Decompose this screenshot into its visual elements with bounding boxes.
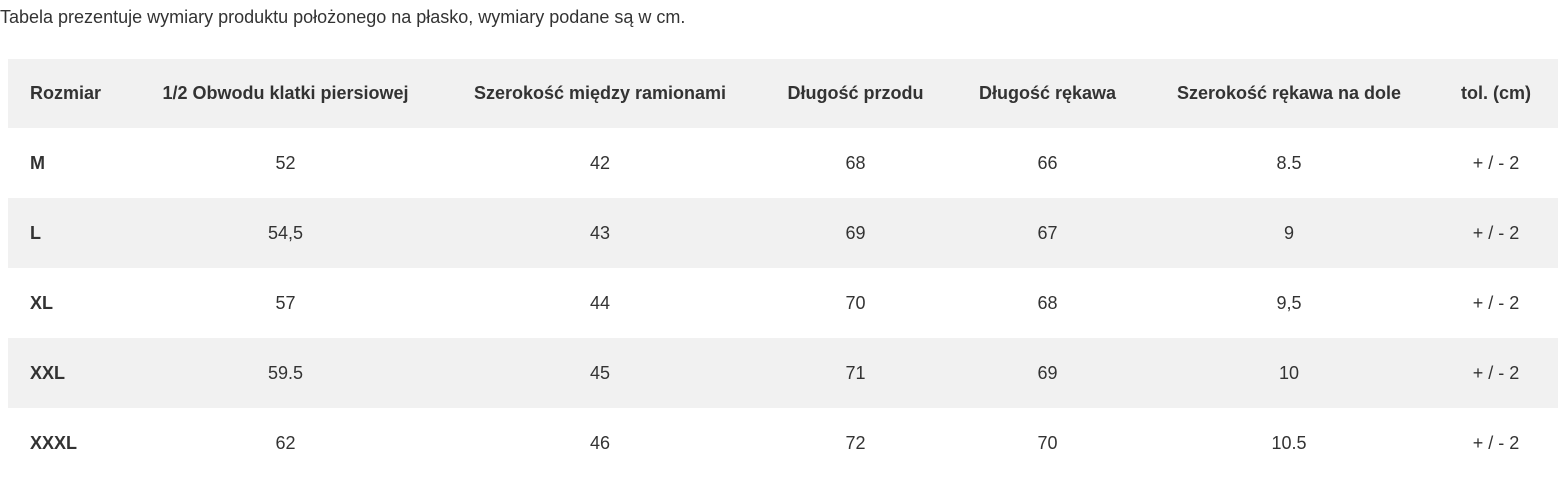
table-header-row: Rozmiar 1/2 Obwodu klatki piersiowej Sze… bbox=[8, 59, 1558, 128]
cell-chest-half: 54,5 bbox=[131, 198, 440, 268]
cell-tolerance: + / - 2 bbox=[1434, 128, 1558, 198]
cell-front-length: 70 bbox=[760, 268, 951, 338]
cell-size: M bbox=[8, 128, 131, 198]
cell-sleeve-bottom-width: 8.5 bbox=[1144, 128, 1434, 198]
cell-size: XL bbox=[8, 268, 131, 338]
cell-sleeve-length: 68 bbox=[951, 268, 1144, 338]
table-row: M 52 42 68 66 8.5 + / - 2 bbox=[8, 128, 1558, 198]
cell-size: XXXL bbox=[8, 408, 131, 478]
header-sleeve-length: Długość rękawa bbox=[951, 59, 1144, 128]
cell-shoulder-width: 46 bbox=[440, 408, 760, 478]
cell-chest-half: 52 bbox=[131, 128, 440, 198]
table-row: XXXL 62 46 72 70 10.5 + / - 2 bbox=[8, 408, 1558, 478]
cell-front-length: 71 bbox=[760, 338, 951, 408]
table-row: L 54,5 43 69 67 9 + / - 2 bbox=[8, 198, 1558, 268]
cell-front-length: 69 bbox=[760, 198, 951, 268]
cell-tolerance: + / - 2 bbox=[1434, 198, 1558, 268]
cell-shoulder-width: 42 bbox=[440, 128, 760, 198]
cell-sleeve-length: 67 bbox=[951, 198, 1144, 268]
cell-sleeve-length: 70 bbox=[951, 408, 1144, 478]
cell-chest-half: 59.5 bbox=[131, 338, 440, 408]
table-row: XXL 59.5 45 71 69 10 + / - 2 bbox=[8, 338, 1558, 408]
header-size: Rozmiar bbox=[8, 59, 131, 128]
header-chest-half: 1/2 Obwodu klatki piersiowej bbox=[131, 59, 440, 128]
table-description: Tabela prezentuje wymiary produktu położ… bbox=[0, 7, 686, 27]
cell-front-length: 72 bbox=[760, 408, 951, 478]
cell-shoulder-width: 45 bbox=[440, 338, 760, 408]
cell-tolerance: + / - 2 bbox=[1434, 268, 1558, 338]
cell-tolerance: + / - 2 bbox=[1434, 338, 1558, 408]
cell-sleeve-length: 69 bbox=[951, 338, 1144, 408]
cell-chest-half: 57 bbox=[131, 268, 440, 338]
cell-size: L bbox=[8, 198, 131, 268]
cell-sleeve-bottom-width: 9,5 bbox=[1144, 268, 1434, 338]
cell-chest-half: 62 bbox=[131, 408, 440, 478]
header-shoulder-width: Szerokość między ramionami bbox=[440, 59, 760, 128]
cell-shoulder-width: 43 bbox=[440, 198, 760, 268]
table-row: XL 57 44 70 68 9,5 + / - 2 bbox=[8, 268, 1558, 338]
cell-sleeve-bottom-width: 10 bbox=[1144, 338, 1434, 408]
cell-shoulder-width: 44 bbox=[440, 268, 760, 338]
cell-sleeve-bottom-width: 9 bbox=[1144, 198, 1434, 268]
header-tolerance: tol. (cm) bbox=[1434, 59, 1558, 128]
cell-sleeve-length: 66 bbox=[951, 128, 1144, 198]
cell-sleeve-bottom-width: 10.5 bbox=[1144, 408, 1434, 478]
header-front-length: Długość przodu bbox=[760, 59, 951, 128]
cell-front-length: 68 bbox=[760, 128, 951, 198]
header-sleeve-bottom-width: Szerokość rękawa na dole bbox=[1144, 59, 1434, 128]
cell-size: XXL bbox=[8, 338, 131, 408]
cell-tolerance: + / - 2 bbox=[1434, 408, 1558, 478]
size-table: Rozmiar 1/2 Obwodu klatki piersiowej Sze… bbox=[8, 59, 1558, 478]
